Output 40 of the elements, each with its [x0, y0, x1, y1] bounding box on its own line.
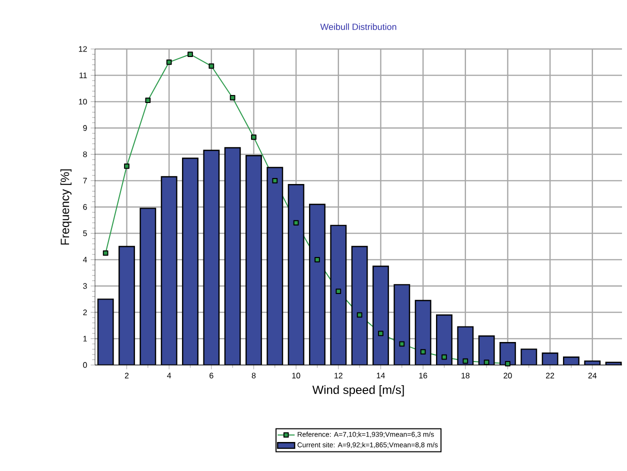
point	[102, 250, 108, 256]
point	[462, 358, 468, 364]
x-axis-title: Wind speed [m/s]	[312, 385, 404, 396]
point	[399, 341, 405, 347]
point	[293, 220, 299, 226]
bar	[436, 314, 452, 365]
point	[314, 256, 320, 262]
y-axis-title: Frequency [%]	[60, 169, 72, 245]
bar	[372, 266, 389, 365]
bar	[309, 204, 326, 365]
point	[272, 178, 278, 184]
point	[251, 134, 256, 140]
bar	[266, 166, 284, 365]
point	[505, 360, 510, 366]
point	[208, 63, 214, 69]
bar	[182, 158, 198, 365]
bar	[118, 246, 135, 365]
point	[145, 98, 151, 104]
bar	[97, 298, 114, 365]
point	[336, 288, 342, 294]
point	[356, 312, 362, 318]
bar	[140, 208, 156, 365]
point	[378, 330, 384, 336]
point	[188, 52, 193, 57]
bar	[246, 155, 262, 365]
bar	[160, 176, 178, 365]
bar	[203, 150, 220, 365]
point	[442, 354, 447, 360]
point	[230, 95, 236, 100]
chart-title: Weibull Distribution	[320, 23, 396, 30]
bar	[224, 147, 241, 365]
point	[420, 349, 426, 355]
bar	[414, 300, 432, 365]
bar	[288, 184, 304, 365]
bar	[457, 326, 474, 365]
point	[166, 59, 172, 65]
bar	[330, 224, 347, 365]
bar	[394, 284, 410, 365]
bar	[351, 246, 368, 365]
point	[124, 163, 130, 169]
